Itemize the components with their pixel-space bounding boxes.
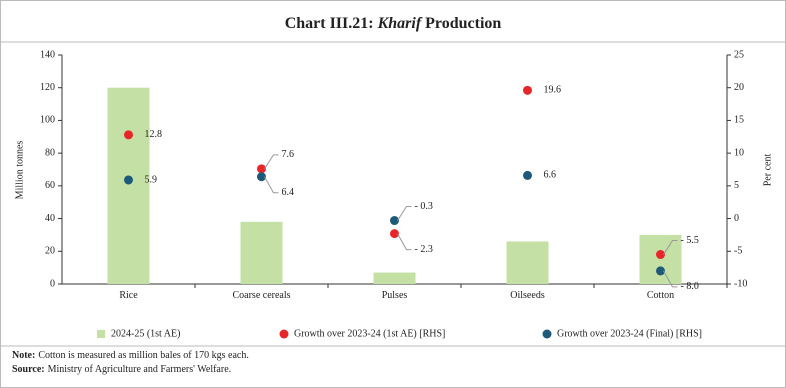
data-label: - 8.0 — [681, 281, 699, 292]
y-tick-label: 40 — [45, 213, 55, 224]
y2-tick-label: 20 — [734, 82, 744, 93]
x-tick-label-box: Cotton — [646, 290, 675, 301]
dot — [523, 85, 532, 95]
legend-swatch — [542, 329, 552, 339]
leader-line — [397, 206, 412, 221]
data-label: 19.6 — [544, 85, 562, 96]
data-label: - 2.3 — [415, 244, 433, 255]
y-tick-label: 100 — [40, 115, 55, 126]
y-axis-label: Million tonnes — [14, 141, 25, 200]
dot — [523, 170, 532, 180]
y2-tick-label: 5 — [734, 180, 739, 191]
dot — [390, 229, 399, 239]
data-label: 5.9 — [145, 174, 158, 185]
y-tick-label: 0 — [50, 278, 55, 289]
legend-swatch — [97, 330, 105, 338]
data-label: 6.6 — [544, 170, 557, 181]
data-label: 6.4 — [282, 187, 295, 198]
dot — [390, 216, 399, 226]
leader-line — [663, 240, 678, 255]
dot — [656, 250, 665, 260]
x-tick-label: Cotton — [646, 290, 675, 301]
bar — [639, 234, 682, 284]
note: Source: Ministry of Agriculture and Farme… — [12, 364, 231, 375]
note-text: Cotton is measured as million bales of 1… — [38, 350, 249, 361]
title-part: Production — [425, 15, 501, 32]
data-label: 12.8 — [145, 129, 163, 140]
y-tick-label: 80 — [45, 147, 55, 158]
y2-tick-label: -10 — [734, 278, 747, 289]
dot — [257, 164, 266, 174]
leader-line — [663, 270, 678, 288]
bar — [240, 221, 283, 284]
x-tick-label: Rice — [119, 290, 138, 301]
y2-tick-label: -5 — [734, 246, 742, 257]
data-label: - 5.5 — [681, 235, 699, 246]
title-part: Kharif — [377, 15, 423, 32]
y2-tick-label: 10 — [734, 147, 744, 158]
leader-line — [264, 154, 279, 170]
y2-axis-label: Per cent — [762, 154, 773, 187]
x-tick-label-box: Pulses — [381, 290, 408, 301]
x-tick-label-box: Coarse cereals — [232, 290, 291, 301]
leader-line — [397, 233, 412, 251]
y2-tick-label: 15 — [734, 115, 744, 126]
dot — [124, 130, 133, 140]
title-part: Chart III.21: — [285, 15, 374, 32]
legend-label: Growth over 2023-24 (1st AE) [RHS] — [294, 328, 445, 339]
y-tick-label: 140 — [40, 49, 55, 60]
x-tick-label-box: Rice — [119, 290, 138, 301]
bar — [107, 87, 150, 284]
bar — [506, 241, 549, 284]
y2-tick-label: 0 — [734, 213, 739, 224]
dot — [656, 266, 665, 276]
y2-tick-label: 25 — [734, 49, 744, 60]
legend-swatch — [279, 329, 289, 339]
data-label: 7.6 — [282, 149, 295, 160]
data-label: - 0.3 — [415, 201, 433, 212]
y-tick-label: 60 — [45, 180, 55, 191]
legend-label: 2024-25 (1st AE) — [111, 328, 180, 339]
x-tick-label: Oilseeds — [510, 290, 545, 301]
bar — [373, 272, 416, 284]
x-tick-label: Coarse cereals — [232, 290, 291, 301]
note-label: Source: — [12, 364, 45, 375]
x-tick-label-box: Oilseeds — [510, 290, 545, 301]
dot — [124, 175, 133, 185]
dot — [257, 172, 266, 182]
chart-title: Chart III.21: Kharif Production — [285, 15, 502, 32]
x-tick-label: Pulses — [381, 290, 408, 301]
y-tick-label: 120 — [40, 82, 55, 93]
leader-line — [264, 176, 279, 194]
note-label: Note: — [12, 350, 35, 361]
legend-label: Growth over 2023-24 (Final) [RHS] — [557, 328, 702, 339]
y-tick-label: 20 — [45, 246, 55, 257]
note: Note: Cotton is measured as million bales… — [12, 350, 249, 361]
note-text: Ministry of Agriculture and Farmers' Wel… — [48, 364, 232, 375]
